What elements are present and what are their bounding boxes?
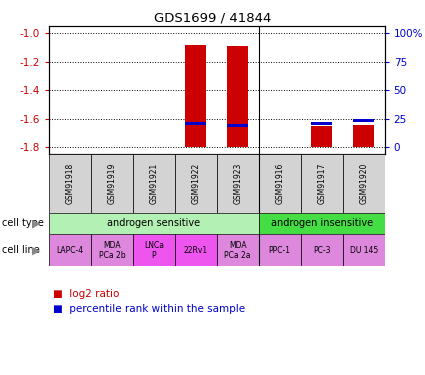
Bar xyxy=(175,154,217,213)
Bar xyxy=(311,126,332,147)
Bar xyxy=(311,122,332,125)
Text: GDS1699 / 41844: GDS1699 / 41844 xyxy=(154,11,271,24)
Bar xyxy=(353,124,374,147)
Text: GSM91916: GSM91916 xyxy=(275,163,284,204)
Text: ■  percentile rank within the sample: ■ percentile rank within the sample xyxy=(53,304,245,314)
Text: androgen insensitive: androgen insensitive xyxy=(271,219,373,228)
Text: GSM91919: GSM91919 xyxy=(108,163,116,204)
Text: GSM91918: GSM91918 xyxy=(65,163,74,204)
Text: GSM91917: GSM91917 xyxy=(317,163,326,204)
Text: GSM91923: GSM91923 xyxy=(233,163,242,204)
Bar xyxy=(227,124,248,127)
Bar xyxy=(343,154,385,213)
Text: PPC-1: PPC-1 xyxy=(269,246,291,255)
Text: GSM91920: GSM91920 xyxy=(359,163,368,204)
Text: GSM91921: GSM91921 xyxy=(149,163,158,204)
Bar xyxy=(175,234,217,266)
Bar xyxy=(185,122,206,125)
Bar xyxy=(91,154,133,213)
Bar xyxy=(343,234,385,266)
Bar xyxy=(259,213,385,234)
Text: MDA
PCa 2b: MDA PCa 2b xyxy=(99,241,125,260)
Bar xyxy=(300,234,343,266)
Text: DU 145: DU 145 xyxy=(349,246,378,255)
Bar xyxy=(217,154,259,213)
Bar xyxy=(133,234,175,266)
Bar xyxy=(353,119,374,122)
Text: ■  log2 ratio: ■ log2 ratio xyxy=(53,289,119,299)
Bar xyxy=(259,154,300,213)
Text: ▶: ▶ xyxy=(32,245,40,255)
Bar xyxy=(227,46,248,147)
Text: LAPC-4: LAPC-4 xyxy=(56,246,83,255)
Text: GSM91922: GSM91922 xyxy=(191,163,200,204)
Text: ▶: ▶ xyxy=(32,219,40,228)
Bar xyxy=(185,45,206,147)
Text: MDA
PCa 2a: MDA PCa 2a xyxy=(224,241,251,260)
Bar xyxy=(217,234,259,266)
Bar xyxy=(91,234,133,266)
Bar xyxy=(133,154,175,213)
Text: androgen sensitive: androgen sensitive xyxy=(107,219,200,228)
Bar xyxy=(300,154,343,213)
Text: cell line: cell line xyxy=(2,245,40,255)
Bar xyxy=(49,213,259,234)
Bar xyxy=(49,154,91,213)
Text: PC-3: PC-3 xyxy=(313,246,330,255)
Bar xyxy=(259,234,300,266)
Text: 22Rv1: 22Rv1 xyxy=(184,246,208,255)
Text: LNCa
P: LNCa P xyxy=(144,241,164,260)
Bar xyxy=(49,234,91,266)
Text: cell type: cell type xyxy=(2,219,44,228)
